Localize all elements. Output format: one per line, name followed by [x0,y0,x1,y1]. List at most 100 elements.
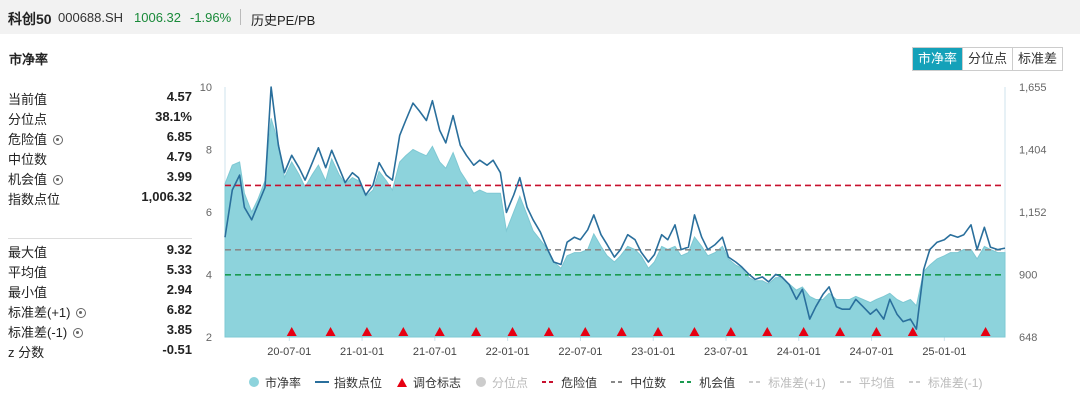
legend-label: 指数点位 [334,375,383,390]
x-tick-label: 21-01-01 [340,346,384,358]
rebalance-marker [762,327,773,336]
y-right-tick-label: 1,404 [1019,144,1047,156]
x-tick-label: 22-07-01 [558,346,602,358]
stat-value: 2.94 [166,282,192,297]
legend-item[interactable]: 机会值 [680,374,735,390]
gear-icon[interactable] [73,328,84,338]
rebalance-marker [653,327,664,336]
rebalance-marker [980,327,991,336]
legend-label: 市净率 [265,375,302,390]
legend-swatch-icon [839,381,854,383]
stat-label: 平均值 [8,265,48,280]
legend-label: 机会值 [699,375,736,390]
stat-value: 38.1% [155,109,192,124]
toggle-percentile-button[interactable]: 分位点 [962,48,1013,70]
legend-swatch-icon [315,381,330,383]
x-tick-label: 24-07-01 [850,346,894,358]
rebalance-marker [798,327,809,336]
y-left-tick-label: 4 [206,270,212,282]
stat-label: 最小值 [8,285,48,300]
stat-row: 中位数 4.79 [8,149,192,169]
x-tick-label: 24-01-01 [777,346,821,358]
rebalance-marker [543,327,554,336]
y-right-tick-label: 1,152 [1019,207,1047,219]
stat-label: 标准差(-1) [8,322,84,341]
x-tick-label: 23-07-01 [704,346,748,358]
y-left-tick-label: 8 [206,145,212,157]
stat-label: 中位数 [8,152,48,167]
gear-icon[interactable] [53,135,64,145]
stat-value: -0.51 [162,342,192,357]
rebalance-marker [580,327,591,336]
legend-item[interactable]: 调仓标志 [396,374,461,390]
stat-row: 标准差(+1) 6.82 [8,302,192,322]
stat-row: 最大值 9.32 [8,242,192,262]
legend-label: 平均值 [858,375,895,390]
stat-label: 分位点 [8,112,48,127]
x-tick-label: 20-07-01 [267,346,311,358]
legend-item[interactable]: 市净率 [248,374,301,390]
legend-item[interactable]: 标准差(-1) [908,374,983,390]
gear-icon[interactable] [76,308,87,318]
legend-label: 中位数 [630,375,667,390]
legend-item[interactable]: 指数点位 [315,374,382,390]
stat-value: 9.32 [166,242,192,257]
index-line-series [224,86,1006,330]
y-right-tick-label: 1,655 [1019,82,1047,94]
x-tick-label: 22-01-01 [486,346,530,358]
gear-icon[interactable] [53,175,64,185]
rebalance-marker [616,327,627,336]
legend-swatch-icon [397,378,408,387]
rebalance-marker [471,327,482,336]
legend-swatch-icon [680,381,695,383]
tab-history-pe-pb[interactable]: 历史PE/PB [251,13,316,28]
rebalance-marker [871,327,882,336]
stat-row: 分位点 38.1% [8,109,192,129]
legend-swatch-icon [908,381,923,383]
metric-toggle-group: 市净率 分位点 标准差 [912,47,1064,71]
stat-row: 标准差(-1) 3.85 [8,322,192,342]
y-right-tick-label: 648 [1019,332,1037,344]
rebalance-marker [835,327,846,336]
y-left-tick-label: 2 [206,332,212,344]
stat-label: 标准差(+1) [8,302,87,321]
legend-label: 标准差(-1) [927,375,983,390]
legend-swatch-icon [749,381,764,383]
stat-value: 3.99 [166,169,192,184]
chart-legend: 市净率 指数点位 调仓标志 分位点 危险值 中位数 机会值 标准差(+1) 平均值 标准差(-1) [248,374,996,390]
toggle-stddev-button[interactable]: 标准差 [1012,48,1063,70]
legend-label: 分位点 [492,375,529,390]
stat-label: 危险值 [8,129,64,148]
legend-item[interactable]: 分位点 [475,374,528,390]
x-tick-label: 23-01-01 [631,346,675,358]
stat-row: 当前值 4.57 [8,89,192,109]
y-left-tick-label: 6 [206,207,212,219]
legend-swatch-icon [542,381,557,383]
legend-item[interactable]: 危险值 [542,374,597,390]
stat-row: 指数点位 1,006.32 [8,189,192,209]
legend-item[interactable]: 标准差(+1) [749,374,826,390]
legend-item[interactable]: 平均值 [839,374,895,390]
y-right-tick-label: 900 [1019,269,1037,281]
x-tick-label: 21-07-01 [413,346,457,358]
stat-row: 平均值 5.33 [8,262,192,282]
rebalance-marker [398,327,409,336]
stat-label: 机会值 [8,169,64,188]
y-left-tick-label: 10 [200,82,212,94]
x-tick-label: 25-01-01 [922,346,966,358]
stat-value: 3.85 [166,322,192,337]
legend-item[interactable]: 中位数 [611,374,666,390]
stat-label: 指数点位 [8,192,61,207]
stat-value: 5.33 [166,262,192,277]
rebalance-marker [907,327,918,336]
stat-value: 6.82 [166,302,192,317]
rebalance-marker [434,327,445,336]
stat-label: 当前值 [8,92,48,107]
toggle-pb-button[interactable]: 市净率 [913,48,963,70]
rebalance-marker [286,327,297,336]
legend-label: 危险值 [561,375,598,390]
rebalance-marker [325,327,336,336]
legend-label: 标准差(+1) [768,375,826,390]
stat-row: 危险值 6.85 [8,129,192,149]
